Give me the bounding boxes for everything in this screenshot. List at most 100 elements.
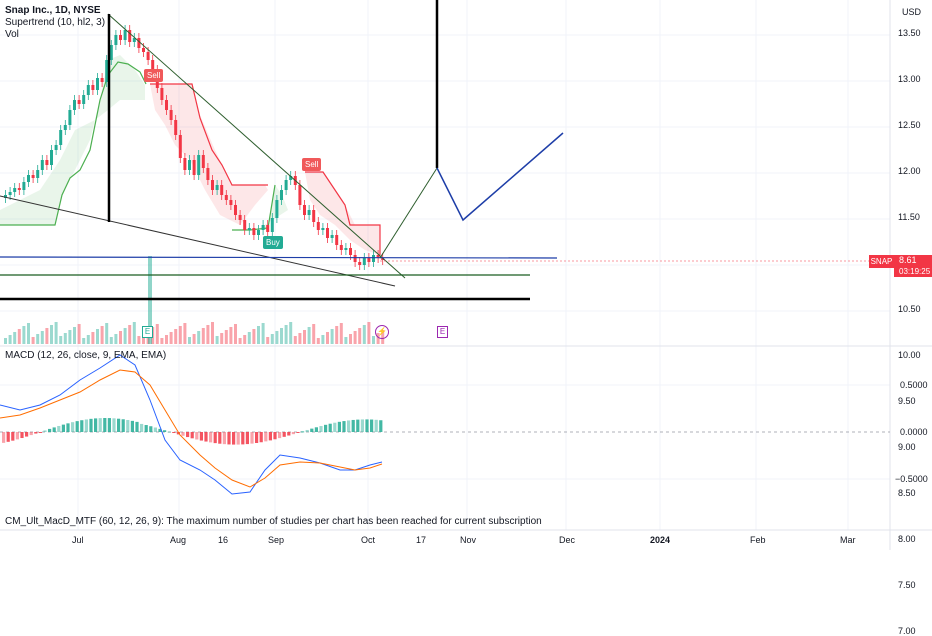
candle-body [40, 160, 44, 170]
candle-body [54, 145, 58, 150]
candle-body [8, 192, 12, 195]
trendline-lower[interactable] [0, 195, 396, 287]
date-label-oct: Oct [361, 535, 376, 545]
macd-histogram-bar [130, 420, 134, 432]
macd-histogram-bar [195, 432, 199, 440]
volume-bar [31, 337, 35, 344]
supertrend-sell-signal-2[interactable]: Sell [302, 158, 322, 171]
volume-bar [100, 326, 104, 344]
macd-histogram-bar [374, 419, 378, 432]
volume-bar [215, 336, 219, 344]
supertrend-legend[interactable]: Supertrend (10, hl2, 3) [5, 17, 106, 28]
macd-histogram-bar [236, 432, 240, 445]
candle-body [211, 180, 214, 190]
candle-body [142, 48, 145, 52]
earnings-event-icon[interactable]: E [142, 326, 153, 338]
symbol-legend[interactable]: Snap Inc., 1D, NYSE [5, 5, 101, 17]
date-label-aug: Aug [170, 535, 187, 545]
volume-bar [123, 328, 127, 344]
volume-bar [183, 323, 187, 344]
volume-bar [229, 327, 233, 344]
macd-histogram-bar [250, 432, 254, 444]
candle-body [77, 100, 81, 104]
volume-bar [105, 323, 109, 344]
candle-body [197, 155, 201, 175]
volume-bar [234, 324, 237, 344]
macd-histogram-bar [365, 419, 369, 432]
volume-bar [169, 332, 173, 344]
candle-body [151, 60, 155, 70]
macd-histogram-bar [324, 424, 328, 432]
supertrend-up-fill-2 [232, 185, 288, 230]
volume-bar [330, 329, 334, 344]
candle-body [312, 210, 316, 222]
macd-histogram-bar [278, 432, 282, 439]
macd-histogram-bar [181, 432, 185, 436]
volume-bar [4, 338, 7, 344]
candle-body [252, 228, 256, 235]
chart-canvas[interactable] [0, 0, 932, 550]
volume-bar [275, 331, 279, 344]
price-tick: 10.50 [898, 304, 921, 314]
macd-histogram-bar [186, 432, 190, 438]
volume-bar [284, 325, 288, 344]
volume-bar [128, 325, 132, 344]
macd-histogram-bar [227, 432, 231, 445]
volume-bar [165, 335, 168, 344]
candle-body [326, 228, 329, 238]
candle-body [372, 255, 375, 262]
macd-histogram-bar [140, 423, 144, 432]
symbol-title[interactable]: Snap Inc., 1D, NYSE [5, 5, 101, 16]
candle-body [238, 215, 242, 220]
macd-histogram-bar [232, 432, 236, 445]
macd-histogram-bar [20, 432, 24, 439]
volume-bar [335, 326, 339, 344]
supertrend-sell-signal[interactable]: Sell [144, 69, 164, 82]
volume-bar [312, 324, 316, 344]
macd-histogram-bar [241, 432, 245, 445]
candle-body [243, 220, 247, 230]
candle-body [114, 35, 118, 45]
supertrend-buy-signal[interactable]: Buy [263, 236, 283, 249]
bar-countdown: 03:19:25 [899, 267, 931, 276]
candle-body [307, 210, 311, 215]
macd-histogram-bar [204, 432, 208, 442]
macd-tick-pos: 0.5000 [900, 380, 928, 390]
candle-body [275, 200, 279, 218]
candle-body [247, 228, 251, 230]
macd-histogram-bar [112, 418, 116, 432]
supertrend-down-fill-2 [305, 172, 380, 255]
date-label-2024: 2024 [650, 535, 671, 545]
trendline-descending[interactable] [107, 13, 406, 279]
candle-body [266, 225, 270, 232]
volume-bar [376, 333, 380, 344]
price-tick: 8.00 [898, 534, 916, 544]
macd-histogram-bar [163, 430, 167, 432]
projection-path-green[interactable] [379, 167, 438, 259]
macd-histogram-bar [305, 429, 309, 432]
candle-body [289, 176, 293, 180]
candlesticks[interactable] [4, 25, 385, 270]
volume-bar [40, 331, 44, 344]
macd-legend[interactable]: MACD (12, 26, close, 9, EMA, EMA) [5, 350, 167, 361]
macd-histogram-bar [310, 428, 314, 432]
supertrend-up-line-2 [232, 184, 276, 231]
projection-path-blue[interactable] [436, 132, 564, 222]
candle-body [178, 135, 182, 158]
volume-bar [321, 335, 325, 344]
candle-body [270, 218, 274, 232]
candle-body [358, 262, 362, 265]
volume-bar [358, 328, 362, 344]
earnings-event-icon-2[interactable]: E [437, 326, 448, 338]
price-tick: 11.50 [898, 212, 920, 222]
horizontal-blue-line[interactable] [0, 256, 558, 259]
volume-bar [114, 334, 118, 344]
dividend-bolt-icon[interactable]: ⚡ [375, 325, 389, 339]
volume-bar [224, 330, 228, 344]
candle-body [4, 195, 7, 198]
volume-bar [59, 336, 63, 344]
currency-label[interactable]: USD [902, 7, 922, 17]
volume-legend[interactable]: Vol [5, 29, 19, 40]
volume-bar [86, 335, 90, 344]
macd-histogram-bar [351, 419, 355, 432]
